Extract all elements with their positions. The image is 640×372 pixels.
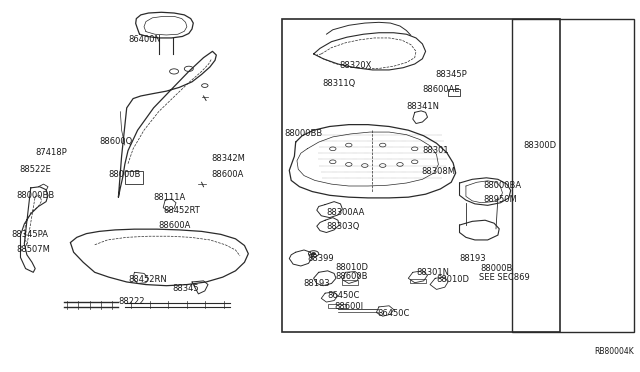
Text: 88000B: 88000B — [480, 264, 513, 273]
Text: 88301: 88301 — [422, 146, 449, 155]
Text: 88600B: 88600B — [335, 272, 368, 280]
Text: 88342M: 88342M — [211, 154, 245, 163]
Text: 88303Q: 88303Q — [326, 222, 360, 231]
Text: 88193: 88193 — [303, 279, 330, 288]
Bar — [342, 280, 358, 285]
Circle shape — [312, 253, 316, 255]
Text: 88222: 88222 — [118, 297, 145, 306]
Text: 88301N: 88301N — [416, 268, 449, 277]
Bar — [448, 89, 460, 96]
Text: 88000BB: 88000BB — [285, 129, 323, 138]
Text: 88600A: 88600A — [211, 170, 244, 179]
Bar — [410, 279, 426, 283]
Text: 88600A: 88600A — [159, 221, 191, 230]
Text: 88000B: 88000B — [109, 170, 141, 179]
Bar — [512, 19, 634, 332]
Text: 88950M: 88950M — [483, 195, 517, 203]
Text: 88600Q: 88600Q — [99, 137, 132, 146]
Text: 88010D: 88010D — [335, 263, 369, 272]
Bar — [125, 171, 143, 184]
Text: SEE SEC869: SEE SEC869 — [479, 273, 529, 282]
Bar — [282, 19, 560, 332]
Text: 88600AE: 88600AE — [422, 85, 460, 94]
Text: 88452RT: 88452RT — [163, 206, 200, 215]
Text: 88507M: 88507M — [16, 245, 50, 254]
Bar — [328, 304, 346, 308]
Text: 88345P: 88345P — [435, 70, 467, 79]
Text: 86450C: 86450C — [378, 309, 410, 318]
Text: 88522E: 88522E — [19, 165, 51, 174]
Text: 88010D: 88010D — [436, 275, 470, 284]
Text: 88345PA: 88345PA — [12, 230, 49, 239]
Text: RB80004K: RB80004K — [594, 347, 634, 356]
Text: 88452RN: 88452RN — [128, 275, 167, 283]
Text: 88600I: 88600I — [334, 302, 364, 311]
Text: 88341N: 88341N — [406, 102, 440, 110]
Text: 88300AA: 88300AA — [326, 208, 365, 217]
Text: 88300D: 88300D — [524, 141, 557, 150]
Text: 88311Q: 88311Q — [322, 79, 355, 88]
Text: 86400N: 86400N — [128, 35, 161, 44]
Text: 88308M: 88308M — [421, 167, 455, 176]
Text: 88399: 88399 — [307, 254, 334, 263]
Text: 88193: 88193 — [460, 254, 486, 263]
Text: 88000BB: 88000BB — [16, 191, 54, 200]
Text: 88320X: 88320X — [339, 61, 372, 70]
Text: 88000BA: 88000BA — [483, 182, 522, 190]
Text: 88111A: 88111A — [154, 193, 186, 202]
Text: 86450C: 86450C — [328, 291, 360, 300]
Text: 88345: 88345 — [173, 284, 200, 293]
Text: 87418P: 87418P — [35, 148, 67, 157]
